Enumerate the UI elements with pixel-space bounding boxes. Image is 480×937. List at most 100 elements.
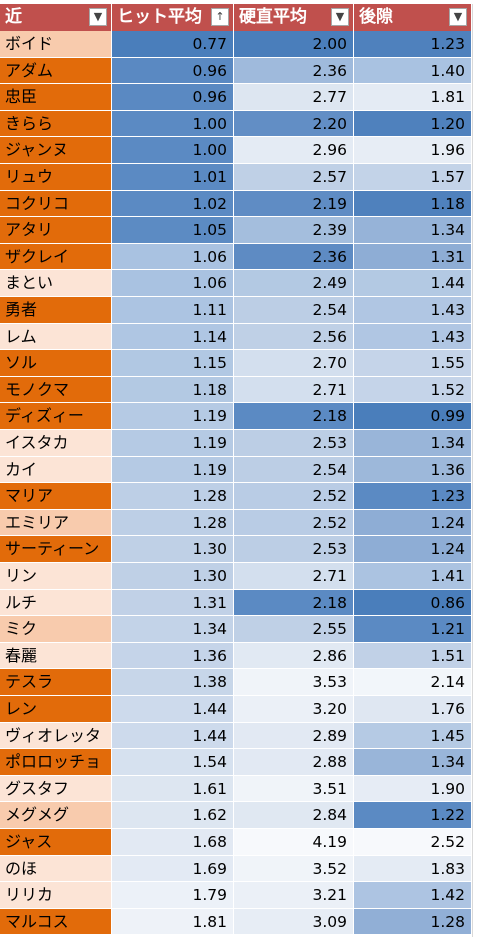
recovery-cell[interactable]: 1.28 xyxy=(354,908,472,936)
hit-avg-cell[interactable]: 0.96 xyxy=(112,57,234,85)
hit-avg-cell[interactable]: 1.34 xyxy=(112,616,234,643)
hit-avg-cell[interactable]: 1.15 xyxy=(112,350,234,377)
stun-avg-cell[interactable]: 2.96 xyxy=(234,137,354,164)
hit-avg-cell[interactable]: 1.31 xyxy=(112,589,234,617)
stun-avg-cell[interactable]: 2.19 xyxy=(234,190,354,218)
dropdown-arrow-icon[interactable]: ▼ xyxy=(89,8,107,26)
stun-avg-cell[interactable]: 2.36 xyxy=(234,243,354,271)
recovery-cell[interactable]: 1.36 xyxy=(354,456,472,484)
recovery-cell[interactable]: 2.52 xyxy=(354,829,472,856)
recovery-cell[interactable]: 1.44 xyxy=(354,270,472,297)
name-cell[interactable]: 勇者 xyxy=(0,297,112,324)
name-cell[interactable]: ポロロッチョ xyxy=(0,749,112,776)
hit-avg-cell[interactable]: 1.81 xyxy=(112,908,234,936)
name-cell[interactable]: ヴィオレッタ xyxy=(0,722,112,750)
name-cell[interactable]: きらら xyxy=(0,110,112,138)
name-cell[interactable]: のほ xyxy=(0,855,112,883)
recovery-cell[interactable]: 1.52 xyxy=(354,376,472,404)
hit-avg-cell[interactable]: 1.00 xyxy=(112,137,234,164)
recovery-cell[interactable]: 1.20 xyxy=(354,110,472,138)
hit-avg-cell[interactable]: 1.28 xyxy=(112,483,234,510)
hit-avg-cell[interactable]: 1.36 xyxy=(112,642,234,670)
hit-avg-cell[interactable]: 1.44 xyxy=(112,696,234,723)
hit-avg-cell[interactable]: 1.62 xyxy=(112,802,234,829)
stun-avg-cell[interactable]: 2.71 xyxy=(234,563,354,590)
hit-avg-cell[interactable]: 1.05 xyxy=(112,217,234,244)
recovery-cell[interactable]: 1.43 xyxy=(354,297,472,324)
name-cell[interactable]: ボイド xyxy=(0,31,112,58)
hit-avg-cell[interactable]: 1.69 xyxy=(112,855,234,883)
stun-avg-cell[interactable]: 2.52 xyxy=(234,483,354,510)
recovery-cell[interactable]: 1.23 xyxy=(354,31,472,58)
name-cell[interactable]: まとい xyxy=(0,270,112,297)
recovery-cell[interactable]: 1.24 xyxy=(354,509,472,537)
recovery-cell[interactable]: 1.34 xyxy=(354,749,472,776)
recovery-cell[interactable]: 1.96 xyxy=(354,137,472,164)
hit-avg-cell[interactable]: 1.19 xyxy=(112,403,234,430)
hit-avg-cell[interactable]: 1.28 xyxy=(112,509,234,537)
stun-avg-cell[interactable]: 2.56 xyxy=(234,323,354,351)
stun-avg-cell[interactable]: 2.57 xyxy=(234,164,354,191)
name-cell[interactable]: ソル xyxy=(0,350,112,377)
recovery-cell[interactable]: 1.42 xyxy=(354,882,472,909)
stun-avg-cell[interactable]: 2.88 xyxy=(234,749,354,776)
recovery-cell[interactable]: 0.86 xyxy=(354,589,472,617)
recovery-cell[interactable]: 1.31 xyxy=(354,243,472,271)
header-hit-avg[interactable]: ヒット平均 ↑ xyxy=(112,4,234,31)
hit-avg-cell[interactable]: 1.44 xyxy=(112,722,234,750)
dropdown-arrow-icon[interactable]: ▼ xyxy=(449,8,467,26)
stun-avg-cell[interactable]: 2.52 xyxy=(234,509,354,537)
name-cell[interactable]: リン xyxy=(0,563,112,590)
stun-avg-cell[interactable]: 2.54 xyxy=(234,297,354,324)
name-cell[interactable]: アダム xyxy=(0,57,112,85)
name-cell[interactable]: カイ xyxy=(0,456,112,484)
stun-avg-cell[interactable]: 2.54 xyxy=(234,456,354,484)
hit-avg-cell[interactable]: 1.11 xyxy=(112,297,234,324)
hit-avg-cell[interactable]: 1.61 xyxy=(112,775,234,803)
recovery-cell[interactable]: 1.81 xyxy=(354,84,472,111)
hit-avg-cell[interactable]: 1.68 xyxy=(112,829,234,856)
name-cell[interactable]: リュウ xyxy=(0,164,112,191)
stun-avg-cell[interactable]: 3.21 xyxy=(234,882,354,909)
name-cell[interactable]: グスタフ xyxy=(0,775,112,803)
hit-avg-cell[interactable]: 1.18 xyxy=(112,376,234,404)
stun-avg-cell[interactable]: 2.00 xyxy=(234,31,354,58)
recovery-cell[interactable]: 1.57 xyxy=(354,164,472,191)
hit-avg-cell[interactable]: 1.00 xyxy=(112,110,234,138)
stun-avg-cell[interactable]: 2.86 xyxy=(234,642,354,670)
header-melee[interactable]: 近 ▼ xyxy=(0,4,112,31)
name-cell[interactable]: サーティーン xyxy=(0,536,112,563)
stun-avg-cell[interactable]: 2.89 xyxy=(234,722,354,750)
name-cell[interactable]: テスラ xyxy=(0,669,112,696)
hit-avg-cell[interactable]: 1.30 xyxy=(112,563,234,590)
recovery-cell[interactable]: 1.34 xyxy=(354,430,472,457)
name-cell[interactable]: エミリア xyxy=(0,509,112,537)
stun-avg-cell[interactable]: 2.18 xyxy=(234,403,354,430)
name-cell[interactable]: ルチ xyxy=(0,589,112,617)
hit-avg-cell[interactable]: 1.14 xyxy=(112,323,234,351)
recovery-cell[interactable]: 1.41 xyxy=(354,563,472,590)
name-cell[interactable]: アタリ xyxy=(0,217,112,244)
hit-avg-cell[interactable]: 1.79 xyxy=(112,882,234,909)
stun-avg-cell[interactable]: 2.36 xyxy=(234,57,354,85)
stun-avg-cell[interactable]: 3.51 xyxy=(234,775,354,803)
name-cell[interactable]: ミク xyxy=(0,616,112,643)
recovery-cell[interactable]: 2.14 xyxy=(354,669,472,696)
hit-avg-cell[interactable]: 1.19 xyxy=(112,430,234,457)
stun-avg-cell[interactable]: 2.49 xyxy=(234,270,354,297)
stun-avg-cell[interactable]: 2.53 xyxy=(234,430,354,457)
name-cell[interactable]: イスタカ xyxy=(0,430,112,457)
stun-avg-cell[interactable]: 2.70 xyxy=(234,350,354,377)
header-recovery[interactable]: 後隙 ▼ xyxy=(354,4,472,31)
stun-avg-cell[interactable]: 2.55 xyxy=(234,616,354,643)
stun-avg-cell[interactable]: 2.84 xyxy=(234,802,354,829)
stun-avg-cell[interactable]: 3.52 xyxy=(234,855,354,883)
name-cell[interactable]: マルコス xyxy=(0,908,112,936)
recovery-cell[interactable]: 1.24 xyxy=(354,536,472,563)
header-stun-avg[interactable]: 硬直平均 ▼ xyxy=(234,4,354,31)
recovery-cell[interactable]: 1.22 xyxy=(354,802,472,829)
name-cell[interactable]: コクリコ xyxy=(0,190,112,218)
hit-avg-cell[interactable]: 1.38 xyxy=(112,669,234,696)
stun-avg-cell[interactable]: 4.19 xyxy=(234,829,354,856)
hit-avg-cell[interactable]: 1.30 xyxy=(112,536,234,563)
